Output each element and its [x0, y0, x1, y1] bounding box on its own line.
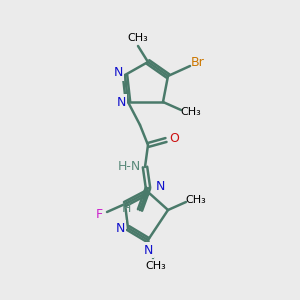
Text: N: N	[113, 67, 123, 80]
Text: CH₃: CH₃	[181, 107, 201, 117]
Text: CH₃: CH₃	[128, 33, 148, 43]
Text: O: O	[169, 131, 179, 145]
Text: N: N	[155, 179, 165, 193]
Text: F: F	[95, 208, 103, 220]
Text: H: H	[121, 202, 131, 214]
Text: H-N: H-N	[117, 160, 141, 173]
Text: Br: Br	[191, 56, 205, 70]
Text: CH₃: CH₃	[146, 261, 167, 271]
Text: CH₃: CH₃	[186, 195, 206, 205]
Text: N: N	[115, 221, 125, 235]
Text: N: N	[143, 244, 153, 256]
Text: N: N	[116, 95, 126, 109]
